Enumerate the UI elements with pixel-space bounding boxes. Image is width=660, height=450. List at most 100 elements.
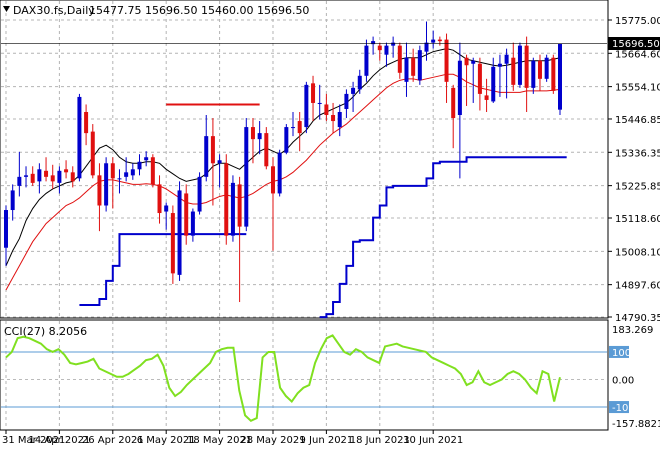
- cci-level-badge: [609, 345, 629, 358]
- candle-body: [144, 157, 149, 161]
- candle-body: [377, 45, 382, 51]
- candle-body: [317, 102, 322, 104]
- cci-y-tick-label: 183.269: [612, 325, 653, 336]
- candle-body: [431, 39, 436, 43]
- candle-body: [50, 175, 55, 182]
- candle-body: [391, 42, 396, 46]
- price-y-tick-label: 15118.60: [615, 214, 660, 225]
- price-layer: [1, 21, 607, 319]
- x-tick-label: 18 May 2021: [187, 435, 252, 446]
- candle-body: [558, 43, 562, 110]
- price-y-tick-label: 15664.60: [615, 49, 660, 60]
- candle-body: [197, 176, 202, 212]
- candle-body: [264, 133, 269, 167]
- candle-body: [417, 50, 422, 81]
- cci-layer: [1, 334, 607, 423]
- cci-y-tick-label: -157.8821: [612, 419, 660, 430]
- candle-body: [130, 169, 135, 176]
- candle-body: [524, 45, 529, 88]
- candle-body: [110, 163, 115, 179]
- candle-body: [397, 45, 402, 73]
- candle-body: [190, 211, 195, 236]
- candle-body: [10, 190, 15, 211]
- x-tick-label: 28 May 2021: [240, 435, 305, 446]
- trailing-stop-line: [79, 233, 247, 307]
- x-tick-label: 14 Apr 2021: [28, 435, 90, 446]
- candle-body: [170, 213, 175, 274]
- cci-y-tick-label: 0.00: [612, 375, 634, 386]
- candle-body: [337, 111, 342, 128]
- candle-body: [451, 87, 456, 119]
- candle-body: [364, 45, 369, 76]
- price-y-tick-label: 15554.10: [615, 83, 660, 94]
- candle-body: [511, 57, 516, 85]
- candle-body: [357, 75, 362, 90]
- candle-body: [4, 210, 8, 248]
- candle-body: [164, 205, 169, 212]
- candle-body: [277, 152, 282, 194]
- symbol-header: DAX30.fs,Daily 15477.75 15696.50 15460.0…: [3, 4, 309, 17]
- trailing-stop-line: [319, 156, 567, 319]
- candle-body: [544, 57, 549, 79]
- price-y-tick-label: 15775.00: [615, 16, 660, 27]
- candle-body: [537, 60, 542, 79]
- candle-body: [244, 127, 249, 227]
- candle-body: [217, 160, 222, 164]
- candle-body: [551, 57, 556, 91]
- candle-body: [471, 60, 476, 64]
- candle-body: [491, 66, 496, 102]
- price-y-tick-label: 15336.35: [615, 148, 660, 159]
- candle-body: [477, 63, 482, 94]
- candle-body: [250, 127, 255, 140]
- candle-body: [104, 163, 109, 206]
- dropdown-triangle-icon: [3, 6, 10, 12]
- price-y-tick-label: 15446.85: [615, 115, 660, 126]
- candle-body: [157, 184, 162, 214]
- candle-body: [77, 96, 82, 179]
- candle-body: [257, 133, 262, 140]
- cci-y-tick-label: -100: [612, 403, 635, 414]
- candle-body: [84, 111, 89, 134]
- candle-body: [464, 57, 469, 66]
- candle-body: [457, 60, 462, 116]
- candle-body: [184, 193, 189, 236]
- x-tick-label: 26 Apr 2021: [82, 435, 144, 446]
- cci-label: CCI(27) 8.2056: [4, 325, 87, 338]
- x-tick-label: 9 Jun 2021: [299, 435, 353, 446]
- price-y-tick-label: 15008.10: [615, 247, 660, 258]
- x-tick-label: 6 May 2021: [137, 435, 196, 446]
- cci-level-badge: [609, 401, 629, 414]
- candle-body: [331, 115, 336, 122]
- candle-body: [270, 166, 275, 194]
- price-y-tick-label: 14897.60: [615, 281, 660, 292]
- x-tick-label: 31 Mar 2021: [2, 435, 65, 446]
- candle-body: [177, 190, 182, 275]
- candle-body: [504, 54, 509, 64]
- candle-body: [124, 172, 129, 177]
- candle-body: [224, 163, 229, 236]
- candle-body: [284, 127, 289, 153]
- cci-y-tick-label: 100: [612, 348, 631, 359]
- candle-body: [57, 170, 62, 183]
- price-y-tick-label: 14790.35: [615, 313, 660, 324]
- candle-body: [291, 127, 296, 129]
- current-price-badge: 15696.50: [608, 37, 660, 50]
- candle-body: [531, 60, 536, 88]
- candle-body: [44, 170, 49, 177]
- candle-body: [344, 93, 349, 109]
- candle-body: [97, 175, 102, 206]
- candle-body: [424, 42, 429, 52]
- candle-body: [70, 172, 75, 182]
- candle-body: [204, 136, 209, 177]
- candle-body: [137, 161, 142, 170]
- price-y-tick-label: 15225.85: [615, 182, 660, 193]
- candle-body: [297, 121, 302, 134]
- candle-body: [351, 87, 356, 94]
- symbol-label: DAX30.fs,Daily: [13, 4, 95, 17]
- candle-body: [210, 136, 215, 164]
- candle-body: [437, 39, 442, 42]
- current-price-label: 15696.50: [612, 39, 660, 50]
- candle-body: [17, 176, 22, 186]
- candle-body: [30, 173, 35, 183]
